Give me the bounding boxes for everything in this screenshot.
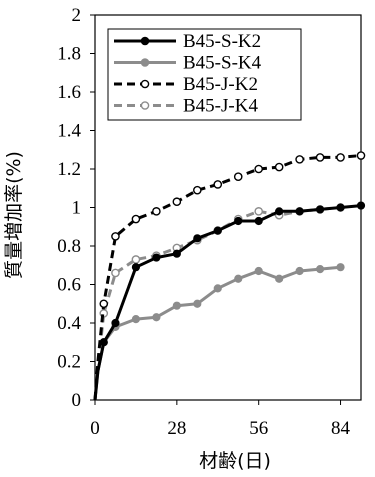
y-tick-label: 1.4 [57, 121, 81, 142]
y-tick-label: 1.6 [57, 82, 81, 103]
data-point [295, 207, 304, 216]
data-point [275, 207, 284, 216]
x-tick-label: 0 [90, 418, 100, 439]
y-tick-label: 2 [72, 5, 82, 26]
data-point [336, 263, 345, 272]
x-axis: 0 28 56 84 [90, 400, 351, 439]
legend-label: B45-J-K4 [183, 96, 258, 117]
legend-item: B45-J-K2 [114, 74, 258, 95]
data-point [275, 274, 284, 283]
data-point [254, 216, 263, 226]
data-point [172, 301, 181, 310]
series-B45-S-K2 [93, 201, 366, 401]
data-point [131, 315, 141, 324]
data-point [99, 299, 109, 309]
legend-swatch-marker [140, 36, 150, 46]
data-point [213, 180, 223, 189]
legend-item: B45-S-K2 [114, 31, 261, 52]
series-line [93, 204, 362, 401]
data-point [295, 155, 304, 164]
data-point [172, 197, 182, 207]
y-tick-label: 1.8 [57, 44, 81, 65]
y-tick-label: 0.6 [57, 275, 81, 296]
legend-item: B45-S-K4 [114, 53, 262, 74]
data-point [152, 207, 161, 216]
data-point [274, 162, 284, 172]
data-point [234, 274, 243, 283]
data-point [152, 313, 161, 322]
data-point [356, 151, 366, 160]
y-tick-label: 0.4 [57, 313, 81, 334]
data-point [356, 201, 366, 210]
x-tick-label: 28 [167, 418, 186, 439]
data-point [315, 265, 325, 274]
data-point [111, 318, 120, 328]
y-axis: 0 0.2 0.4 0.6 0.8 1 1.2 1.4 1.6 1.8 2 [57, 5, 95, 411]
data-point [193, 185, 202, 195]
data-point [336, 203, 345, 212]
x-axis-title: 材齢(日) [199, 450, 271, 472]
legend-swatch-marker [140, 101, 150, 110]
series-line [93, 154, 362, 401]
y-axis-title: 質量増加率(%) [3, 151, 25, 279]
series-B45-J-K2 [93, 151, 366, 401]
data-point [254, 207, 263, 216]
legend-label: B45-S-K2 [183, 31, 261, 52]
data-point [111, 268, 120, 278]
data-point [213, 284, 222, 293]
legend-item: B45-J-K4 [114, 96, 258, 117]
y-tick-label: 0.8 [57, 236, 81, 257]
data-point [233, 172, 243, 181]
data-point [213, 226, 222, 235]
data-point [315, 205, 325, 214]
data-point [254, 164, 263, 174]
data-point [131, 255, 141, 264]
y-tick-label: 1.2 [57, 159, 81, 180]
legend-swatch-marker [140, 58, 150, 67]
y-tick-label: 0 [72, 390, 82, 411]
data-point [315, 153, 325, 162]
data-point [295, 266, 304, 276]
data-point [193, 299, 202, 308]
series-layer [93, 151, 366, 401]
x-tick-label: 56 [249, 418, 268, 439]
data-point [254, 266, 263, 276]
y-tick-label: 0.2 [57, 352, 81, 373]
data-point [152, 253, 161, 262]
data-point [172, 249, 181, 258]
data-point [336, 153, 345, 162]
data-point [234, 216, 243, 226]
data-point [111, 232, 120, 241]
data-point [131, 263, 141, 272]
legend-label: B45-J-K2 [183, 74, 258, 95]
data-point [193, 234, 202, 243]
data-point [99, 338, 108, 347]
x-tick-label: 84 [331, 418, 351, 439]
legend-label: B45-S-K4 [183, 53, 262, 74]
data-point [131, 214, 141, 224]
legend-swatch-marker [140, 79, 150, 89]
y-tick-label: 1 [72, 198, 82, 219]
